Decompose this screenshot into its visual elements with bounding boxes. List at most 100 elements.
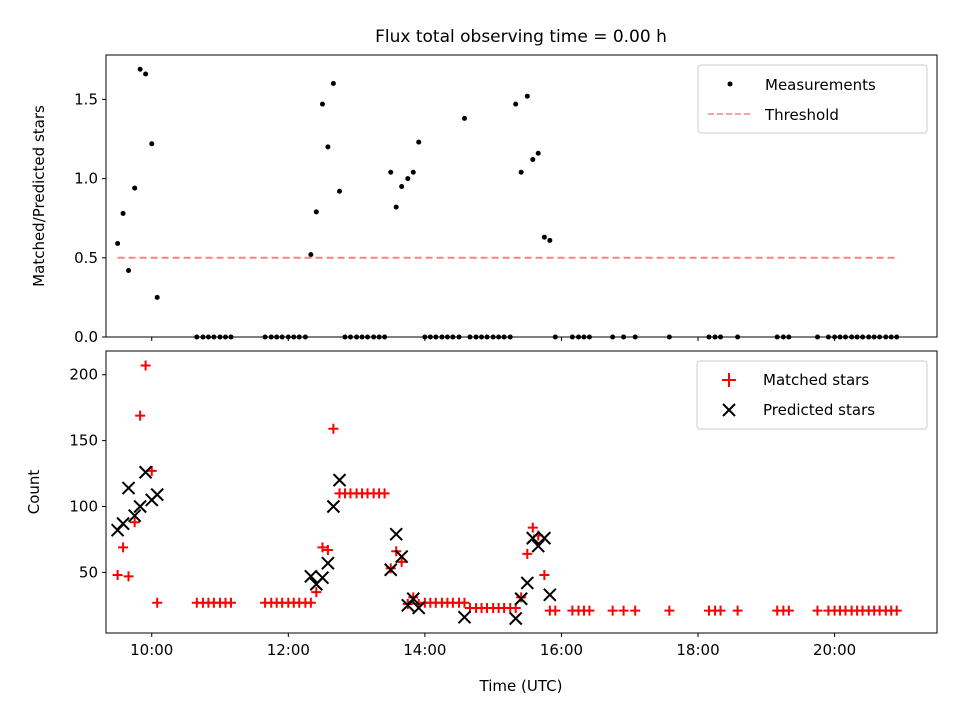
top-y-tick-label: 0.0 <box>74 328 98 346</box>
predicted-stars-point <box>457 610 472 624</box>
matched-stars-point <box>539 570 550 581</box>
matched-stars-point <box>732 605 743 616</box>
measurements-point <box>115 241 121 247</box>
bottom-axes: 50 100 150 200 10:00 12:00 14:00 16:00 18:00 20:0… <box>69 360 902 659</box>
bottom-y-tick-label: 50 <box>79 563 98 581</box>
matched-stars-point <box>305 597 316 608</box>
predicted-stars-point <box>138 465 153 479</box>
predicted-stars-point <box>326 499 341 514</box>
predicted-stars-point <box>526 531 540 545</box>
matched-stars-point <box>584 605 595 616</box>
measurements-point <box>319 101 325 107</box>
measurements-point <box>518 169 524 175</box>
matched-stars-point <box>328 423 339 434</box>
bottom-legend-box <box>696 360 928 430</box>
bottom-y-axis-label: Count <box>25 470 43 515</box>
bottom-x-tick-label: 18:00 <box>676 641 719 659</box>
measurements-point <box>154 294 160 300</box>
measurements-point <box>337 188 343 194</box>
predicted-stars-point <box>304 569 318 584</box>
predicted-stars-point <box>531 539 545 553</box>
matched-stars-point <box>607 605 618 616</box>
matched-stars-point <box>891 605 902 616</box>
matched-stars-point <box>664 605 675 616</box>
matched-stars-point <box>317 542 328 553</box>
predicted-stars-point <box>389 527 403 541</box>
bottom-x-tick-label: 10:00 <box>130 641 173 659</box>
measurements-point <box>308 252 314 258</box>
measurements-point <box>388 169 394 175</box>
predicted-stars-point <box>121 481 136 495</box>
predicted-stars-point <box>133 499 147 514</box>
bottom-axes-frame <box>105 350 938 634</box>
matched-stars-point <box>225 597 236 608</box>
matched-stars-point <box>812 605 823 616</box>
bottom-x-tick-label: 14:00 <box>403 641 446 659</box>
legend-matched-marker <box>722 373 736 387</box>
measurements-point <box>399 183 405 189</box>
measurements-point <box>405 176 411 182</box>
predicted-stars-point <box>315 570 330 585</box>
predicted-stars-point <box>116 516 130 531</box>
matched-stars-point <box>112 570 123 581</box>
matched-stars-point <box>527 522 538 533</box>
predicted-stars-point <box>332 473 347 487</box>
bottom-x-tick-label: 12:00 <box>267 641 310 659</box>
bottom-x-tick-label: 16:00 <box>540 641 583 659</box>
predicted-stars-point <box>514 592 528 606</box>
matched-stars-point <box>118 542 129 553</box>
matched-stars-point <box>550 605 561 616</box>
legend-predicted-label: Predicted stars <box>763 401 875 419</box>
measurements-point <box>541 234 547 240</box>
measurements-point <box>535 150 541 156</box>
measurements-point <box>513 101 519 107</box>
measurements-point <box>547 237 553 243</box>
measurements-point <box>325 144 331 150</box>
predicted-stars-point <box>508 611 523 626</box>
legend-measurements-label: Measurements <box>765 76 876 94</box>
measurements-point <box>132 185 138 191</box>
predicted-stars-point <box>537 531 552 545</box>
measurements-point <box>330 81 336 87</box>
matched-stars-point <box>630 605 641 616</box>
bottom-y-tick-label: 200 <box>69 366 98 384</box>
bottom-y-tick-label: 150 <box>69 432 98 450</box>
top-legend-box <box>697 64 928 134</box>
matched-stars-point <box>379 488 390 499</box>
legend-predicted-marker <box>722 403 736 417</box>
matched-stars-point <box>783 605 794 616</box>
matched-stars-point <box>396 556 407 567</box>
top-legend: Measurements Threshold <box>697 64 928 134</box>
matched-stars-point <box>459 597 470 608</box>
matched-stars-point <box>140 360 151 371</box>
predicted-stars-point <box>406 592 420 606</box>
matched-stars-point <box>618 605 629 616</box>
matched-stars-point <box>146 465 157 476</box>
predicted-stars-point <box>520 576 535 590</box>
matched-stars-point <box>123 571 134 582</box>
matched-stars-point <box>129 517 140 528</box>
legend-measurements-marker <box>727 81 733 87</box>
measurements-point <box>524 93 530 99</box>
top-chart-title: Flux total observing time = 0.00 h <box>375 27 667 47</box>
matched-stars-point <box>522 548 533 559</box>
top-y-tick-label: 1.5 <box>74 90 98 108</box>
legend-threshold-label: Threshold <box>764 106 839 124</box>
top-y-axis-label: Matched/Predicted stars <box>30 105 48 287</box>
bottom-legend: Matched stars Predicted stars <box>696 360 928 430</box>
bottom-x-tick-label: 20:00 <box>813 641 856 659</box>
predicted-stars-point <box>150 487 164 502</box>
matched-stars-point <box>311 587 322 598</box>
top-axes-frame <box>105 54 938 338</box>
predicted-stars-point <box>394 549 409 564</box>
predicted-stars-point <box>321 556 335 570</box>
top-axes: 0.0 0.5 1.0 1.5 <box>74 66 900 346</box>
measurements-point <box>120 210 126 216</box>
top-y-tick-label: 1.0 <box>74 170 98 188</box>
matched-stars-point <box>322 544 333 555</box>
measurements-point <box>410 169 416 175</box>
measurements-point <box>416 139 422 145</box>
matched-stars-point <box>715 605 726 616</box>
bottom-x-axis-label: Time (UTC) <box>479 677 563 695</box>
